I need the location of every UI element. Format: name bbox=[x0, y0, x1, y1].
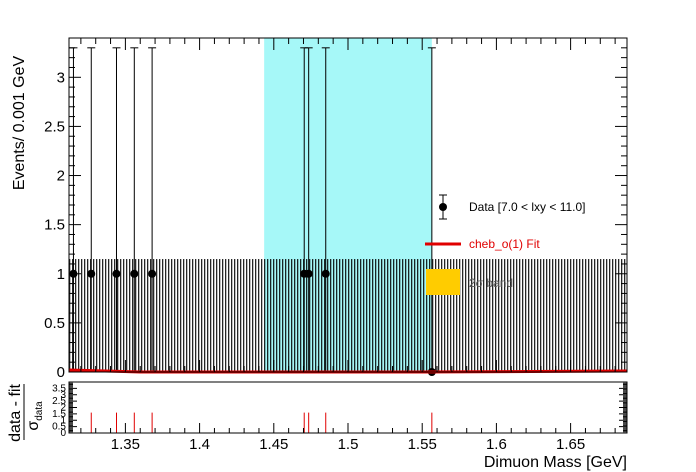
main-x-ticks bbox=[80, 38, 616, 372]
x-tick-label: 1.35 bbox=[111, 436, 140, 453]
data-point bbox=[87, 269, 96, 278]
legend-item-fit: cheb_o(1) Fit bbox=[425, 237, 540, 251]
legend-data-marker bbox=[439, 203, 447, 211]
legend: Data [7.0 < lxy < 11.0] cheb_o(1) Fit 2σ… bbox=[425, 194, 586, 295]
y-tick-label: 2 bbox=[57, 168, 65, 185]
x-tick-label: 1.4 bbox=[189, 436, 210, 453]
data-points bbox=[69, 269, 436, 376]
ratio-y-tick-label: 1 bbox=[60, 415, 66, 426]
legend-item-band: 2σ band bbox=[426, 269, 513, 295]
data-point bbox=[304, 269, 313, 278]
ratio-y-tick-label: 0 bbox=[60, 428, 66, 439]
ratio-y-ticks: 00.511.522.533.5 bbox=[52, 381, 627, 439]
ratio-y-tick-label: 2 bbox=[60, 403, 66, 414]
ratio-y-tick-label: 0.5 bbox=[52, 422, 66, 433]
y-axis-title: Events/ 0.001 GeV bbox=[11, 56, 28, 191]
x-tick-label: 1.5 bbox=[338, 436, 359, 453]
ratio-y-tick-label: 3 bbox=[60, 390, 66, 401]
legend-band-swatch bbox=[426, 269, 460, 295]
x-tick-label: 1.45 bbox=[259, 436, 288, 453]
uncertainty-hatch-band bbox=[69, 259, 627, 372]
x-axis-title: Dimuon Mass [GeV] bbox=[484, 454, 627, 471]
x-tick-label: 1.55 bbox=[408, 436, 437, 453]
y-tick-label: 0.5 bbox=[44, 315, 65, 332]
y-tick-label: 3 bbox=[57, 69, 65, 86]
ratio-y-tick-label: 2.5 bbox=[52, 396, 66, 407]
legend-data-label: Data [7.0 < lxy < 11.0] bbox=[469, 200, 586, 214]
data-point bbox=[321, 269, 330, 278]
ratio-panel: 00.511.522.533.5 1.35 1.4 1.45 1.5 1.55 1.6 1.… bbox=[7, 381, 628, 453]
y-tick-label: 0 bbox=[57, 364, 65, 381]
x-tick-label: 1.6 bbox=[486, 436, 507, 453]
data-point bbox=[130, 269, 139, 278]
legend-fit-label: cheb_o(1) Fit bbox=[469, 237, 540, 251]
legend-band-label: 2σ band bbox=[469, 276, 513, 290]
data-point bbox=[112, 269, 121, 278]
ratio-y-axis-title: data - fit σdata bbox=[7, 384, 45, 442]
y-tick-label: 2.5 bbox=[44, 118, 65, 135]
main-y-ticks: 0 0.5 1 1.5 2 2.5 3 bbox=[44, 37, 627, 381]
ratio-bars bbox=[90, 412, 433, 433]
y-tick-label: 1 bbox=[57, 266, 65, 283]
legend-item-data: Data [7.0 < lxy < 11.0] bbox=[439, 194, 586, 220]
ratio-ylabel-denominator: σdata bbox=[25, 401, 45, 431]
main-panel: 0 0.5 1 1.5 2 2.5 3 Events/ 0.001 GeV bbox=[11, 37, 628, 381]
ratio-y-tick-label: 1.5 bbox=[52, 409, 66, 420]
ratio-x-ticks: 1.35 1.4 1.45 1.5 1.55 1.6 1.65 bbox=[80, 423, 616, 453]
ratio-y-tick-label: 3.5 bbox=[52, 383, 66, 394]
x-tick-label: 1.65 bbox=[556, 436, 585, 453]
y-tick-label: 1.5 bbox=[44, 217, 65, 234]
data-point bbox=[148, 269, 157, 278]
ratio-ylabel-numerator: data - fit bbox=[7, 384, 24, 442]
error-bars bbox=[69, 47, 436, 372]
